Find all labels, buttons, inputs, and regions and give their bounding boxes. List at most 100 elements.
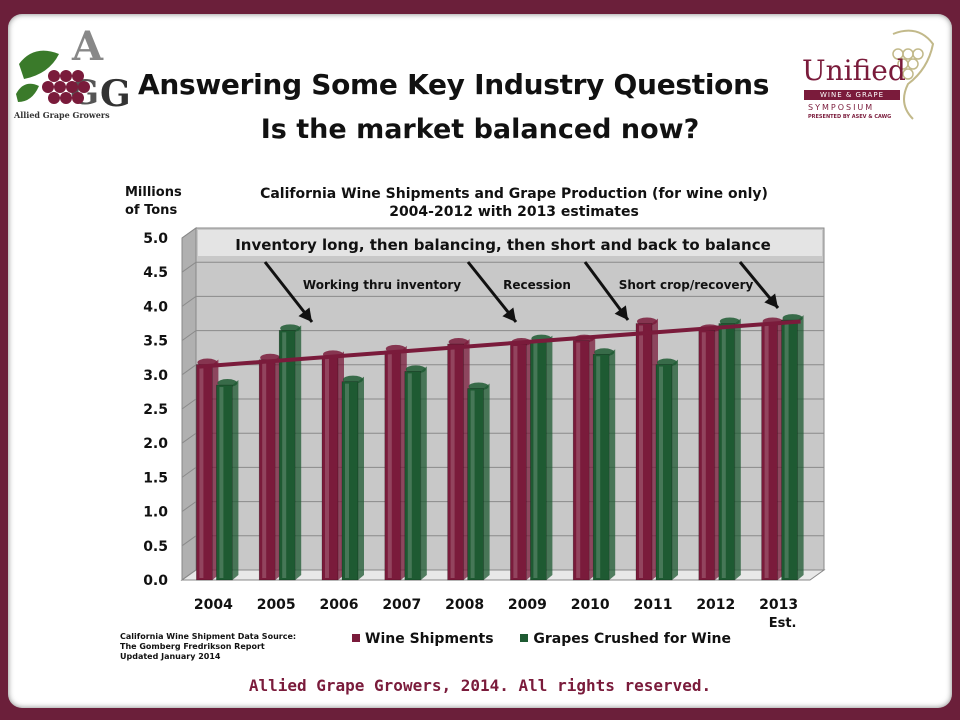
bar-wine-shipments [447,343,464,581]
bar-grapes-crushed [467,388,484,581]
symposium-text: SYMPOSIUM [808,103,875,112]
bar-grapes-crushed [718,323,736,581]
bar-grapes-crushed-side [672,359,678,580]
annotation-banner: Inventory long, then balancing, then sho… [235,236,771,254]
chart-legend: Wine Shipments Grapes Crushed for Wine [352,631,753,647]
x-tick-label: 2007 [382,597,421,613]
bar-grapes-crushed-highlight [784,322,789,578]
bar-grapes-crushed [341,381,359,581]
unified-wordmark: Unified [802,54,906,87]
y-tick-label: 4.0 [143,299,168,315]
legend-label: Grapes Crushed for Wine [533,631,731,647]
y-axis-label: Millions [125,185,182,200]
bar-wine-shipments [761,323,778,581]
allied-grape-growers-logo: A G G Allied Grape Growers [14,23,134,124]
x-tick-label: 2009 [508,597,547,613]
bar-wine-shipments-highlight [513,346,518,578]
annotation-banner-bg [198,230,822,256]
bar-grapes-crushed-side [609,349,616,580]
bar-wine-shipments-highlight [576,342,581,578]
x-tick-label: 2010 [571,597,610,613]
source-line: The Gomberg Fredrikson Report [120,642,265,651]
annotation-arrowhead [502,307,516,322]
bar-grapes-crushed-side [797,315,804,580]
y-tick-label: 3.0 [143,368,168,384]
gridline [181,261,824,273]
bar-grapes-crushed-side [546,335,553,580]
bar-wine-shipments [510,343,527,581]
bar-grapes-crushed [216,384,233,581]
bar-grapes-crushed-side [358,376,364,580]
bar-wine-shipments [698,330,716,581]
wine-grape-band: WINE & GRAPE [804,90,900,100]
y-tick-label: 5.0 [143,231,168,247]
bar-wine-shipments-highlight [450,346,455,578]
legend-label: Wine Shipments [365,631,494,647]
trendline [199,319,801,369]
unified-symposium-logo: Unified WINE & GRAPE SYMPOSIUM PRESENTED… [798,24,938,124]
bar-grapes-crushed-side [295,325,302,580]
svg-text:A: A [71,24,104,70]
annotation-arrowhead [614,305,628,320]
source-line: Updated January 2014 [120,652,221,661]
x-tick-label: 2013 [759,597,798,613]
legend-item-grapes-crushed: Grapes Crushed for Wine [520,631,731,647]
y-tick-label: 2.5 [143,402,168,418]
bar-grapes-crushed-highlight [659,366,663,578]
x-tick-label: 2008 [445,597,484,613]
bar-grapes-crushed-highlight [219,387,224,578]
x-tick-label: 2004 [194,597,233,613]
bar-wine-shipments [196,364,213,581]
chart-subtitle: 2004-2012 with 2013 estimates [389,204,639,220]
svg-text:G: G [100,73,131,110]
x-tick-sublabel: Est. [769,616,797,631]
presented-by-text: PRESENTED BY ASEV & CAWG [808,114,892,120]
x-tick-label: 2011 [634,597,673,613]
y-tick-label: 4.5 [143,265,168,281]
bar-grapes-crushed-highlight [282,332,287,578]
bar-grapes-crushed-highlight [721,325,726,578]
bar-grapes-crushed [781,319,798,581]
bar-wine-shipments-highlight [639,325,643,578]
bar-grapes-crushed-highlight [345,383,349,578]
bar-grapes-crushed-side [734,318,741,580]
bar-grapes-crushed-side [232,380,239,580]
x-tick-label: 2006 [320,597,359,613]
legend-item-wine-shipments: Wine Shipments [352,631,498,647]
x-tick-label: 2012 [696,597,735,613]
x-tick-label: 2005 [257,597,296,613]
bar-grapes-crushed [655,364,673,581]
bar-wine-shipments [572,340,590,581]
bar-wine-shipments-highlight [387,352,392,578]
y-tick-label: 0.0 [143,573,168,589]
bar-wine-shipments-highlight [325,358,329,578]
phase-label: Short crop/recovery [619,278,754,292]
bar-grapes-crushed [278,330,296,581]
bar-wine-shipments-highlight [764,325,769,578]
gridline [181,227,824,239]
left-logo-text: Allied Grape Growers [14,110,110,120]
y-tick-label: 0.5 [143,539,168,555]
legend-swatch [352,634,360,642]
y-tick-label: 3.5 [143,334,168,350]
grapevine-icon [892,29,935,120]
bar-wine-shipments [321,356,339,581]
bar-wine-shipments [384,350,402,581]
page-subtitle: Is the market balanced now? [260,114,700,145]
phase-label: Working thru inventory [303,278,461,292]
gridline [181,330,824,342]
copyright-footer: Allied Grape Growers, 2014. All rights r… [248,676,712,695]
phase-label: Recession [503,278,571,292]
y-tick-label: 1.0 [143,505,168,521]
bar-grapes-crushed [530,340,547,581]
bar-wine-shipments-highlight [701,332,706,578]
bar-wine-shipments-highlight [262,361,267,578]
page-title: Answering Some Key Industry Questions [138,68,770,101]
bar-grapes-crushed [404,371,422,581]
source-line: California Wine Shipment Data Source: [120,632,297,641]
grape-cluster-icon: A G G [16,23,131,115]
bar-grapes-crushed-side [420,366,427,580]
bar-wine-shipments [258,359,276,581]
bar-grapes-crushed-highlight [407,373,412,578]
bar-grapes-crushed-side [483,383,490,580]
